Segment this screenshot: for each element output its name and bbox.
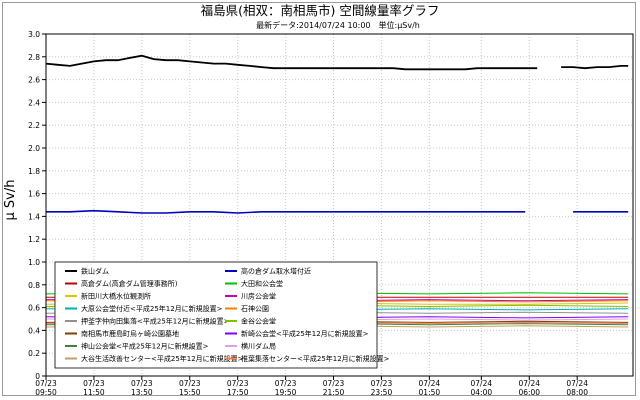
y-tick-label: 2.0 <box>28 144 40 153</box>
x-tick-time: 08:00 <box>566 388 588 397</box>
x-tick-time: 01:50 <box>419 388 441 397</box>
legend-label: 高倉ダム(高倉ダム管理事務所) <box>81 279 178 288</box>
legend-label: 南相馬市鹿島町烏ヶ崎公園墓地 <box>81 329 179 338</box>
legend-label: 横川ダム局 <box>241 342 276 351</box>
legend-label: 高の倉ダム取水塔付近 <box>241 267 311 276</box>
x-tick-time: 17:50 <box>227 388 249 397</box>
legend-label: 神山公会堂<平成25年12月に新規設置> <box>81 342 209 351</box>
y-tick-label: 1.4 <box>28 212 40 221</box>
x-tick-date: 07/23 <box>35 379 57 388</box>
y-tick-label: 2.2 <box>28 121 40 130</box>
x-ticks: 07/2309:5007/2311:5007/2313:5007/2315:50… <box>35 376 588 397</box>
legend-label: 新崎公会堂<平成25年12月に新規設置> <box>241 329 369 338</box>
x-tick-date: 07/23 <box>275 379 297 388</box>
legend-label: 大原公会堂付近<平成25年12月に新規設置> <box>81 304 223 313</box>
x-tick-time: 04:00 <box>471 388 493 397</box>
y-tick-label: 0.4 <box>28 326 40 335</box>
legend-label: 大田和公会堂 <box>241 279 283 288</box>
y-axis-label: μ Sv/h <box>3 180 18 221</box>
chart-subtitle: 最新データ:2014/07/24 10:00 単位:μSv/h <box>256 20 420 30</box>
y-tick-label: 2.8 <box>28 53 40 62</box>
x-tick-date: 07/24 <box>471 379 493 388</box>
y-tick-label: 1.8 <box>28 167 40 176</box>
x-tick-date: 07/23 <box>83 379 105 388</box>
series-line-8 <box>46 209 629 214</box>
x-tick-time: 09:50 <box>35 388 57 397</box>
y-tick-label: 1.6 <box>28 190 40 199</box>
x-tick-time: 19:50 <box>275 388 297 397</box>
x-tick-date: 07/23 <box>371 379 393 388</box>
legend-label: 押釜字仲向田集落<平成25年12月に新規設置> <box>81 317 230 326</box>
legend-box <box>54 261 378 369</box>
x-tick-time: 06:00 <box>518 388 540 397</box>
legend-label: 新田川大橋水位観測所 <box>81 292 151 301</box>
y-tick-label: 1.0 <box>28 258 40 267</box>
y-tick-label: 2.4 <box>28 98 40 107</box>
x-tick-time: 21:50 <box>323 388 345 397</box>
legend-label: 椎葉集落センター<平成25年12月に新規設置> <box>241 354 390 363</box>
chart-title: 福島県(相双：南相馬市) 空間線量率グラフ <box>201 3 440 18</box>
series-line-0 <box>45 54 629 71</box>
legend-label: 石神公園 <box>241 304 269 313</box>
y-ticks: 0 0.2 0.4 0.6 0.8 1.0 1.2 1.4 1.6 1.8 2.0 2.2 2.4 2.6… <box>28 30 46 381</box>
y-tick-label: 0.8 <box>28 281 40 290</box>
x-tick-date: 07/23 <box>179 379 201 388</box>
legend-label: 大谷生活改善センター<平成25年12月に新規設置> <box>81 354 244 363</box>
x-tick-date: 07/24 <box>419 379 441 388</box>
x-tick-time: 23:50 <box>371 388 393 397</box>
x-tick-time: 11:50 <box>83 388 105 397</box>
legend-label: 川房公会堂 <box>241 292 276 301</box>
y-tick-label: 0.2 <box>28 349 40 358</box>
x-tick-date: 07/24 <box>566 379 588 388</box>
y-tick-label: 1.2 <box>28 235 40 244</box>
legend-label: 鉄山ダム <box>81 267 109 276</box>
y-tick-label: 0 <box>35 372 40 381</box>
legend-label: 金谷公会堂 <box>241 317 276 326</box>
x-tick-date: 07/24 <box>518 379 540 388</box>
y-tick-label: 3.0 <box>28 30 40 39</box>
x-tick-date: 07/23 <box>131 379 153 388</box>
x-tick-date: 07/23 <box>323 379 345 388</box>
x-tick-date: 07/23 <box>227 379 249 388</box>
y-tick-label: 2.6 <box>28 76 40 85</box>
x-tick-time: 15:50 <box>179 388 201 397</box>
chart-frame <box>2 2 636 396</box>
x-tick-time: 13:50 <box>131 388 153 397</box>
y-tick-label: 0.6 <box>28 304 40 313</box>
plot-border <box>45 33 634 377</box>
